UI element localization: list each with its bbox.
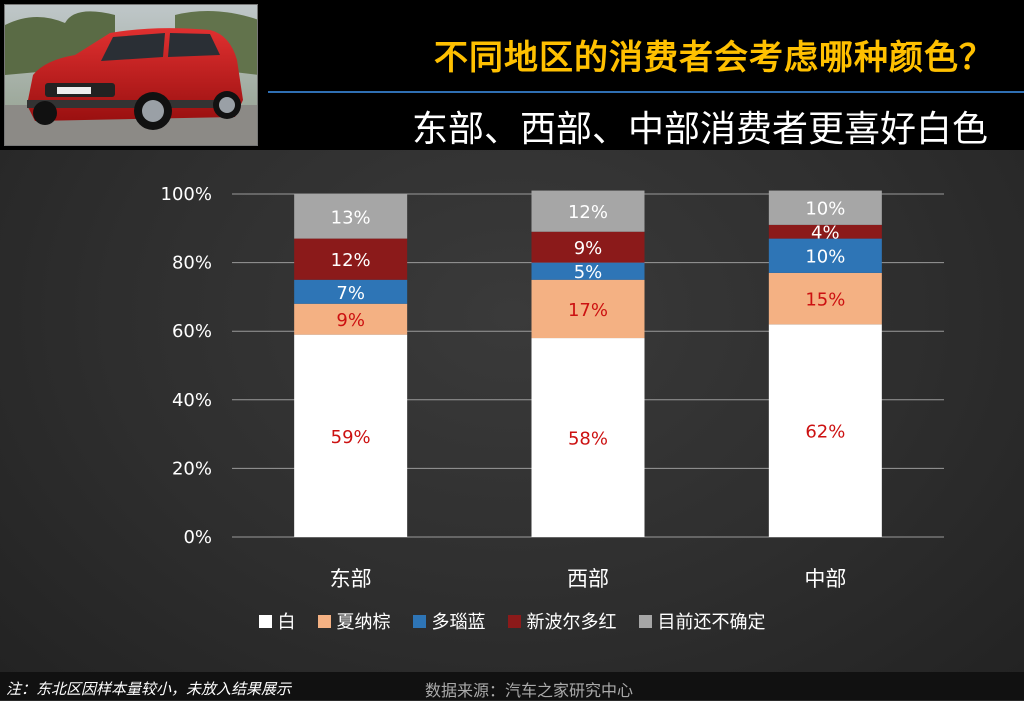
- legend-label: 目前还不确定: [657, 612, 766, 633]
- bar-segment: [531, 190, 645, 232]
- data-label: 5%: [574, 262, 603, 283]
- bar-segment: [768, 224, 882, 239]
- legend-item: 夏纳棕: [317, 608, 391, 634]
- data-label: 13%: [331, 207, 371, 228]
- bar-segment: [294, 194, 408, 239]
- y-tick-label: 0%: [183, 527, 212, 548]
- stacked-bar-chart: 0% 20% 40% 60% 80% 100% 59% 9% 7% 12% 13% 东部 58% 17% 5…: [161, 184, 944, 591]
- data-label: 62%: [805, 422, 845, 443]
- bar-segment: [294, 238, 408, 280]
- data-label: 9%: [336, 310, 365, 331]
- legend-label: 夏纳棕: [336, 612, 391, 633]
- legend-swatch: [507, 614, 521, 628]
- bar-segment: [294, 334, 408, 537]
- legend-item: 多瑙蓝: [412, 608, 486, 634]
- legend-label: 新波尔多红: [526, 612, 617, 633]
- legend-swatch: [317, 614, 331, 628]
- title-divider: [268, 91, 1024, 93]
- legend-swatch: [258, 614, 272, 628]
- data-label: 10%: [805, 247, 845, 268]
- bar-segment: [768, 272, 882, 325]
- bar-segment: [531, 231, 645, 263]
- legend-label: 白: [277, 612, 296, 633]
- data-label: 9%: [574, 238, 603, 259]
- data-label: 58%: [568, 429, 608, 450]
- legend-swatch: [638, 614, 652, 628]
- x-tick-label: 西部: [567, 567, 609, 591]
- footer-bar: [0, 672, 1024, 700]
- data-label: 7%: [336, 283, 365, 304]
- header: 不同地区的消费者会考虑哪种颜色？ 东部、西部、中部消费者更喜好白色: [0, 0, 1024, 150]
- y-tick-label: 40%: [172, 390, 212, 411]
- legend-swatch: [412, 614, 426, 628]
- data-source: 数据来源：汽车之家研究中心: [425, 681, 634, 700]
- car-photo: [4, 4, 258, 146]
- bar-segment: [768, 324, 882, 537]
- bar-segment: [294, 303, 408, 335]
- bar-segment: [294, 279, 408, 304]
- chart-legend: 白 夏纳棕 多瑙蓝 新波尔多红 目前还不确定: [0, 608, 1024, 634]
- x-tick-label: 东部: [330, 567, 372, 591]
- bar-segment: [768, 190, 882, 225]
- legend-item: 目前还不确定: [638, 608, 766, 634]
- y-tick-label: 60%: [172, 321, 212, 342]
- legend-label: 多瑙蓝: [431, 612, 486, 633]
- y-tick-label: 100%: [161, 184, 212, 205]
- bar-segment: [531, 279, 645, 339]
- bar-segment: [531, 262, 645, 280]
- data-label: 15%: [805, 290, 845, 311]
- data-label: 4%: [811, 223, 840, 244]
- footnote: 注：东北区因样本量较小，未放入结果展示: [6, 680, 292, 698]
- legend-item: 新波尔多红: [507, 608, 617, 634]
- x-tick-label: 中部: [804, 567, 846, 591]
- page-subtitle: 东部、西部、中部消费者更喜好白色: [411, 109, 988, 150]
- page-title: 不同地区的消费者会考虑哪种颜色？: [434, 38, 994, 78]
- data-label: 12%: [568, 202, 608, 223]
- y-tick-label: 20%: [172, 458, 212, 479]
- data-label: 12%: [331, 250, 371, 271]
- bar-segment: [768, 238, 882, 273]
- legend-item: 白: [258, 608, 296, 634]
- data-label: 17%: [568, 300, 608, 321]
- data-label: 59%: [331, 427, 371, 448]
- bar-segment: [531, 338, 645, 537]
- y-tick-label: 80%: [172, 253, 212, 274]
- data-label: 10%: [805, 199, 845, 220]
